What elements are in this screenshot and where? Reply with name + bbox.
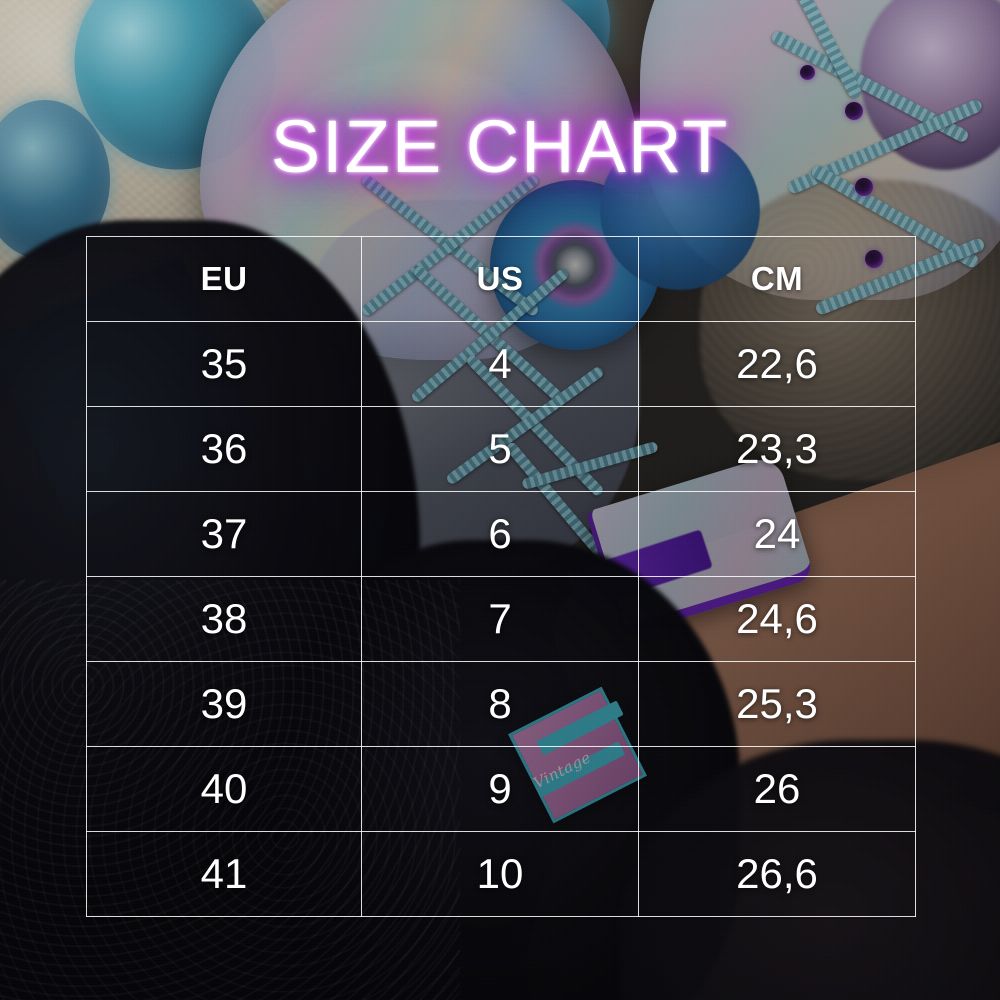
table-header-row: EU US CM: [86, 236, 916, 322]
table-row: 37 6 24: [86, 491, 916, 577]
cell-cm: 26: [638, 746, 916, 832]
cell-eu: 40: [86, 746, 362, 832]
cell-us: 5: [361, 406, 639, 492]
cell-cm: 25,3: [638, 661, 916, 747]
cell-us: 6: [361, 491, 639, 577]
table-row: 38 7 24,6: [86, 576, 916, 662]
lace-eyelet-2: [855, 178, 873, 196]
cell-eu: 36: [86, 406, 362, 492]
cell-cm: 24,6: [638, 576, 916, 662]
table-row: 36 5 23,3: [86, 406, 916, 492]
cell-cm: 23,3: [638, 406, 916, 492]
cell-eu: 38: [86, 576, 362, 662]
table-row: 41 10 26,6: [86, 831, 916, 917]
cell-us: 7: [361, 576, 639, 662]
cell-cm: 26,6: [638, 831, 916, 917]
lace-eyelet-4: [800, 65, 815, 80]
cell-us: 10: [361, 831, 639, 917]
cell-eu: 35: [86, 321, 362, 407]
table-row: 35 4 22,6: [86, 321, 916, 407]
cell-us: 9: [361, 746, 639, 832]
column-header-cm: CM: [638, 236, 916, 322]
column-header-us: US: [361, 236, 639, 322]
page-title: SIZE CHART: [270, 105, 730, 188]
cell-eu: 37: [86, 491, 362, 577]
column-header-eu: EU: [86, 236, 362, 322]
cell-us: 8: [361, 661, 639, 747]
cell-eu: 41: [86, 831, 362, 917]
cell-cm: 22,6: [638, 321, 916, 407]
table-row: 39 8 25,3: [86, 661, 916, 747]
table-row: 40 9 26: [86, 746, 916, 832]
cell-us: 4: [361, 321, 639, 407]
cell-eu: 39: [86, 661, 362, 747]
lace-eyelet-1: [845, 102, 863, 120]
cell-cm: 24: [638, 491, 916, 577]
size-chart-table: EU US CM 35 4 22,6 36 5 23,3 37: [86, 236, 916, 917]
